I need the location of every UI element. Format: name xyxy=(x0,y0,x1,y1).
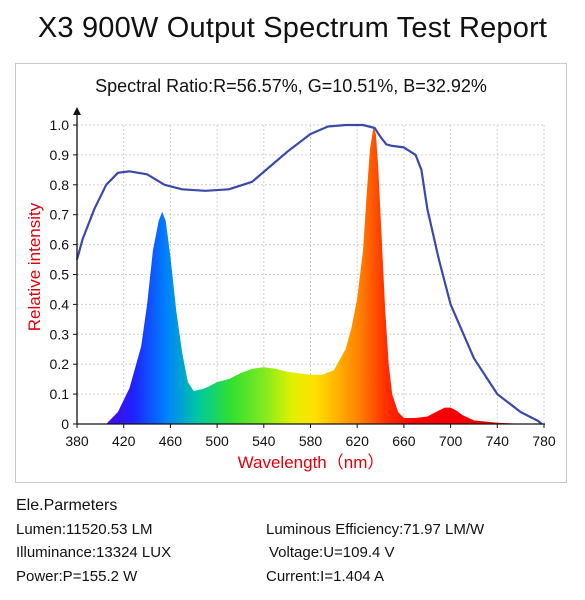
lumen-value: Lumen:11520.53 LM xyxy=(16,521,153,538)
x-tick-label: 380 xyxy=(65,433,89,449)
spectrum-fill xyxy=(106,126,539,424)
x-tick-label: 780 xyxy=(532,433,556,449)
y-axis-label: Relative intensity xyxy=(25,202,44,331)
illuminance-value: Illuminance:13324 LUX xyxy=(16,544,172,561)
x-axis-label: Wavelength（nm） xyxy=(238,453,385,472)
x-tick-label: 660 xyxy=(392,433,416,449)
y-tick-label: 0.2 xyxy=(50,356,70,372)
y-tick-label: 0.3 xyxy=(50,326,70,342)
luminous-efficiency-value: Luminous Efficiency:71.97 LM/W xyxy=(266,521,485,538)
axes xyxy=(73,107,545,428)
y-tick-label: 0 xyxy=(61,416,69,432)
y-tick-label: 0.1 xyxy=(50,386,70,402)
envelope-curve xyxy=(75,123,543,425)
spectrum-chart: 380 420 460 500 540 580 620 660 700 740 780 0 0.1 0.2… xyxy=(25,107,556,472)
power-value: Power:P=155.2 W xyxy=(16,568,138,585)
y-tick-label: 0.8 xyxy=(50,177,70,193)
chart-panel xyxy=(15,63,567,483)
current-value: Current:I=1.404 A xyxy=(266,568,384,585)
report-title: X3 900W Output Spectrum Test Report xyxy=(37,12,548,44)
parameters-heading: Ele.Parmeters xyxy=(16,497,118,514)
y-tick-label: 0.7 xyxy=(50,207,70,223)
x-tick-label: 420 xyxy=(112,433,136,449)
x-tick-label: 740 xyxy=(486,433,510,449)
x-tick-label: 700 xyxy=(439,433,463,449)
y-tick-label: 1.0 xyxy=(50,117,70,133)
y-tick-label: 0.9 xyxy=(50,147,70,163)
x-tick-label: 580 xyxy=(299,433,323,449)
x-tick-label: 540 xyxy=(252,433,276,449)
y-tick-label: 0.4 xyxy=(50,296,70,312)
tick-labels: 380 420 460 500 540 580 620 660 700 740 780 0 0.1 0.2… xyxy=(50,117,556,449)
x-tick-label: 460 xyxy=(159,433,183,449)
y-tick-label: 0.6 xyxy=(50,237,70,253)
spectral-ratio: Spectral Ratio:R=56.57%, G=10.51%, B=32.… xyxy=(95,76,487,96)
grid xyxy=(77,124,545,424)
y-axis-arrow xyxy=(73,107,81,115)
spectrum-curve xyxy=(75,123,543,425)
voltage-value: Voltage:U=109.4 V xyxy=(269,544,395,561)
x-tick-label: 500 xyxy=(205,433,229,449)
x-tick-label: 620 xyxy=(346,433,370,449)
y-tick-label: 0.5 xyxy=(50,267,70,283)
spectrum-area xyxy=(106,126,539,424)
